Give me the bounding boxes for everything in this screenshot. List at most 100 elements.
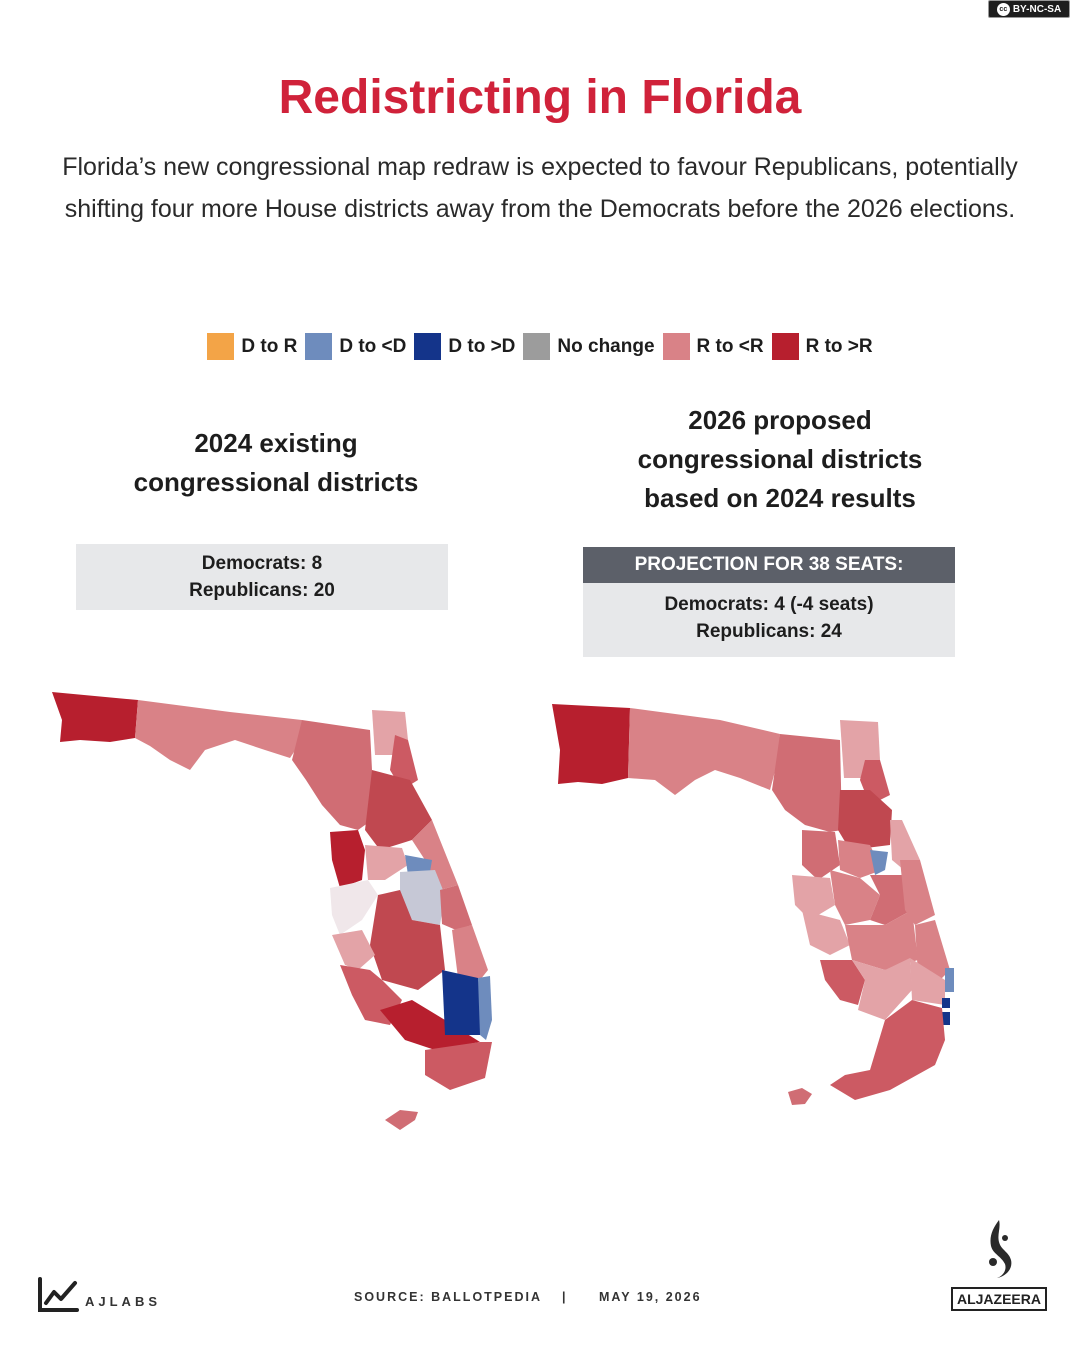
district-sarasota — [802, 910, 850, 955]
florida-panhandle-districts — [52, 692, 372, 830]
district-orlando-north — [405, 855, 432, 875]
district-panhandle-west — [552, 704, 630, 784]
ajlabs-chart-icon — [38, 1277, 79, 1312]
district-orlando — [400, 870, 445, 925]
legend-item-d-to-less-d: D to <D — [305, 333, 406, 360]
district-daytona — [412, 820, 458, 890]
district-naples — [380, 1000, 480, 1050]
legend-label: D to R — [241, 335, 298, 357]
projected-democrats: Democrats: 4 (-4 seats) — [664, 594, 874, 615]
aljazeera-emblem-icon — [989, 1220, 1012, 1278]
district-citrus — [802, 830, 840, 880]
district-keys — [385, 1110, 418, 1130]
district-keys — [788, 1088, 812, 1105]
source-credit: SOURCE: BALLOTPEDIA — [354, 1290, 542, 1304]
district-panhandle-central — [135, 700, 302, 770]
right-panel-title: 2026 proposed congressional districts ba… — [580, 401, 980, 518]
legend-swatch — [523, 333, 551, 360]
existing-democrats: Democrats: 8 — [201, 553, 323, 574]
district-miami-navy — [942, 1012, 950, 1025]
district-st-johns — [390, 735, 418, 790]
district-citrus — [330, 830, 365, 888]
district-big-bend — [772, 734, 842, 832]
license-badge: cc BY-NC-SA — [988, 0, 1070, 18]
legend-swatch — [207, 333, 235, 360]
legend-label: D to <D — [339, 335, 407, 357]
district-north-central — [365, 770, 432, 850]
legend-swatch — [305, 333, 333, 360]
publication-date: MAY 19, 2026 — [599, 1290, 702, 1304]
legend-swatch — [414, 333, 442, 360]
map-2026-proposed — [552, 704, 954, 1105]
map-2024-existing — [52, 692, 492, 1130]
right-title-line-1: 2026 proposed — [688, 405, 872, 435]
legend-item-r-to-less-r: R to <R — [662, 333, 764, 360]
existing-republicans: Republicans: 20 — [189, 580, 335, 601]
projected-republicans: Republicans: 24 — [696, 621, 842, 642]
district-miami — [425, 1042, 492, 1090]
district-tampa-bay — [792, 875, 835, 920]
district-treasure-coast — [452, 925, 488, 980]
left-title-line-1: 2024 existing — [194, 428, 358, 458]
footer-separator: | — [562, 1290, 568, 1304]
district-orlando — [870, 850, 888, 875]
aljazeera-logo: ALJAZEERA — [951, 1218, 1047, 1311]
left-panel-title: 2024 existing congressional districts — [76, 424, 476, 502]
district-broward-blue — [945, 968, 954, 992]
district-highlands — [845, 910, 918, 970]
district-ocala — [365, 845, 408, 880]
district-panhandle-west — [52, 692, 138, 742]
creative-commons-icon: cc — [996, 2, 1010, 16]
legend-label: R to <R — [696, 335, 764, 357]
aljazeera-wordmark: ALJAZEERA — [951, 1287, 1047, 1311]
district-panhandle-central — [628, 708, 780, 795]
district-polk — [370, 890, 445, 990]
district-space-coast — [900, 860, 935, 925]
left-title-line-2: congressional districts — [133, 467, 419, 497]
district-fort-myers — [820, 960, 865, 1005]
district-tampa-bay — [330, 880, 378, 935]
existing-seats-box: Democrats: 8 Republicans: 20 — [76, 544, 448, 610]
ajlabs-text: AJLABS — [85, 1294, 162, 1309]
district-palm-beach — [442, 970, 485, 1035]
legend-item-d-to-r: D to R — [207, 333, 297, 360]
district-miami — [830, 1000, 945, 1100]
florida-panhandle-districts — [552, 704, 842, 832]
ajlabs-logo: AJLABS — [37, 1277, 161, 1313]
florida-northeast-districts — [365, 710, 458, 890]
page-title: Redistricting in Florida — [278, 71, 802, 124]
district-broward — [478, 976, 492, 1040]
legend-item-d-to-more-d: D to >D — [414, 333, 515, 360]
district-broward-navy — [942, 998, 950, 1008]
legend-label: D to >D — [448, 335, 516, 357]
legend-swatch — [771, 333, 799, 360]
district-polk — [870, 875, 912, 925]
legend-item-no-change: No change — [523, 333, 655, 360]
district-palm-beach — [910, 958, 945, 1005]
legend-swatch — [662, 333, 690, 360]
florida-south-districts — [340, 925, 492, 1130]
legend-label: R to >R — [805, 335, 873, 357]
district-space-coast — [440, 885, 472, 930]
florida-central-districts — [330, 830, 472, 990]
right-title-line-3: based on 2024 results — [644, 483, 916, 513]
right-title-line-2: congressional districts — [637, 444, 923, 474]
page-subtitle: Florida’s new congressional map redraw i… — [62, 153, 1018, 223]
district-lee — [852, 958, 912, 1020]
district-north-central — [838, 790, 892, 850]
florida-south-districts — [788, 920, 954, 1105]
license-text: BY-NC-SA — [1012, 3, 1062, 15]
district-treasure-coast — [915, 920, 950, 980]
projection-values: Democrats: 4 (-4 seats) Republicans: 24 — [583, 583, 955, 645]
map-legend: D to R D to <D D to >D No change R to <R… — [0, 333, 1080, 360]
projection-box: PROJECTION FOR 38 SEATS: Democrats: 4 (-… — [583, 547, 955, 657]
legend-item-r-to-more-r: R to >R — [771, 333, 873, 360]
florida-northeast-districts — [838, 720, 920, 875]
legend-label: No change — [557, 335, 655, 357]
district-pasco — [830, 870, 880, 925]
district-sarasota — [332, 930, 375, 970]
district-big-bend — [292, 720, 372, 830]
district-ocala — [838, 840, 882, 878]
florida-central-districts — [792, 830, 935, 970]
projection-header: PROJECTION FOR 38 SEATS: — [583, 547, 955, 583]
